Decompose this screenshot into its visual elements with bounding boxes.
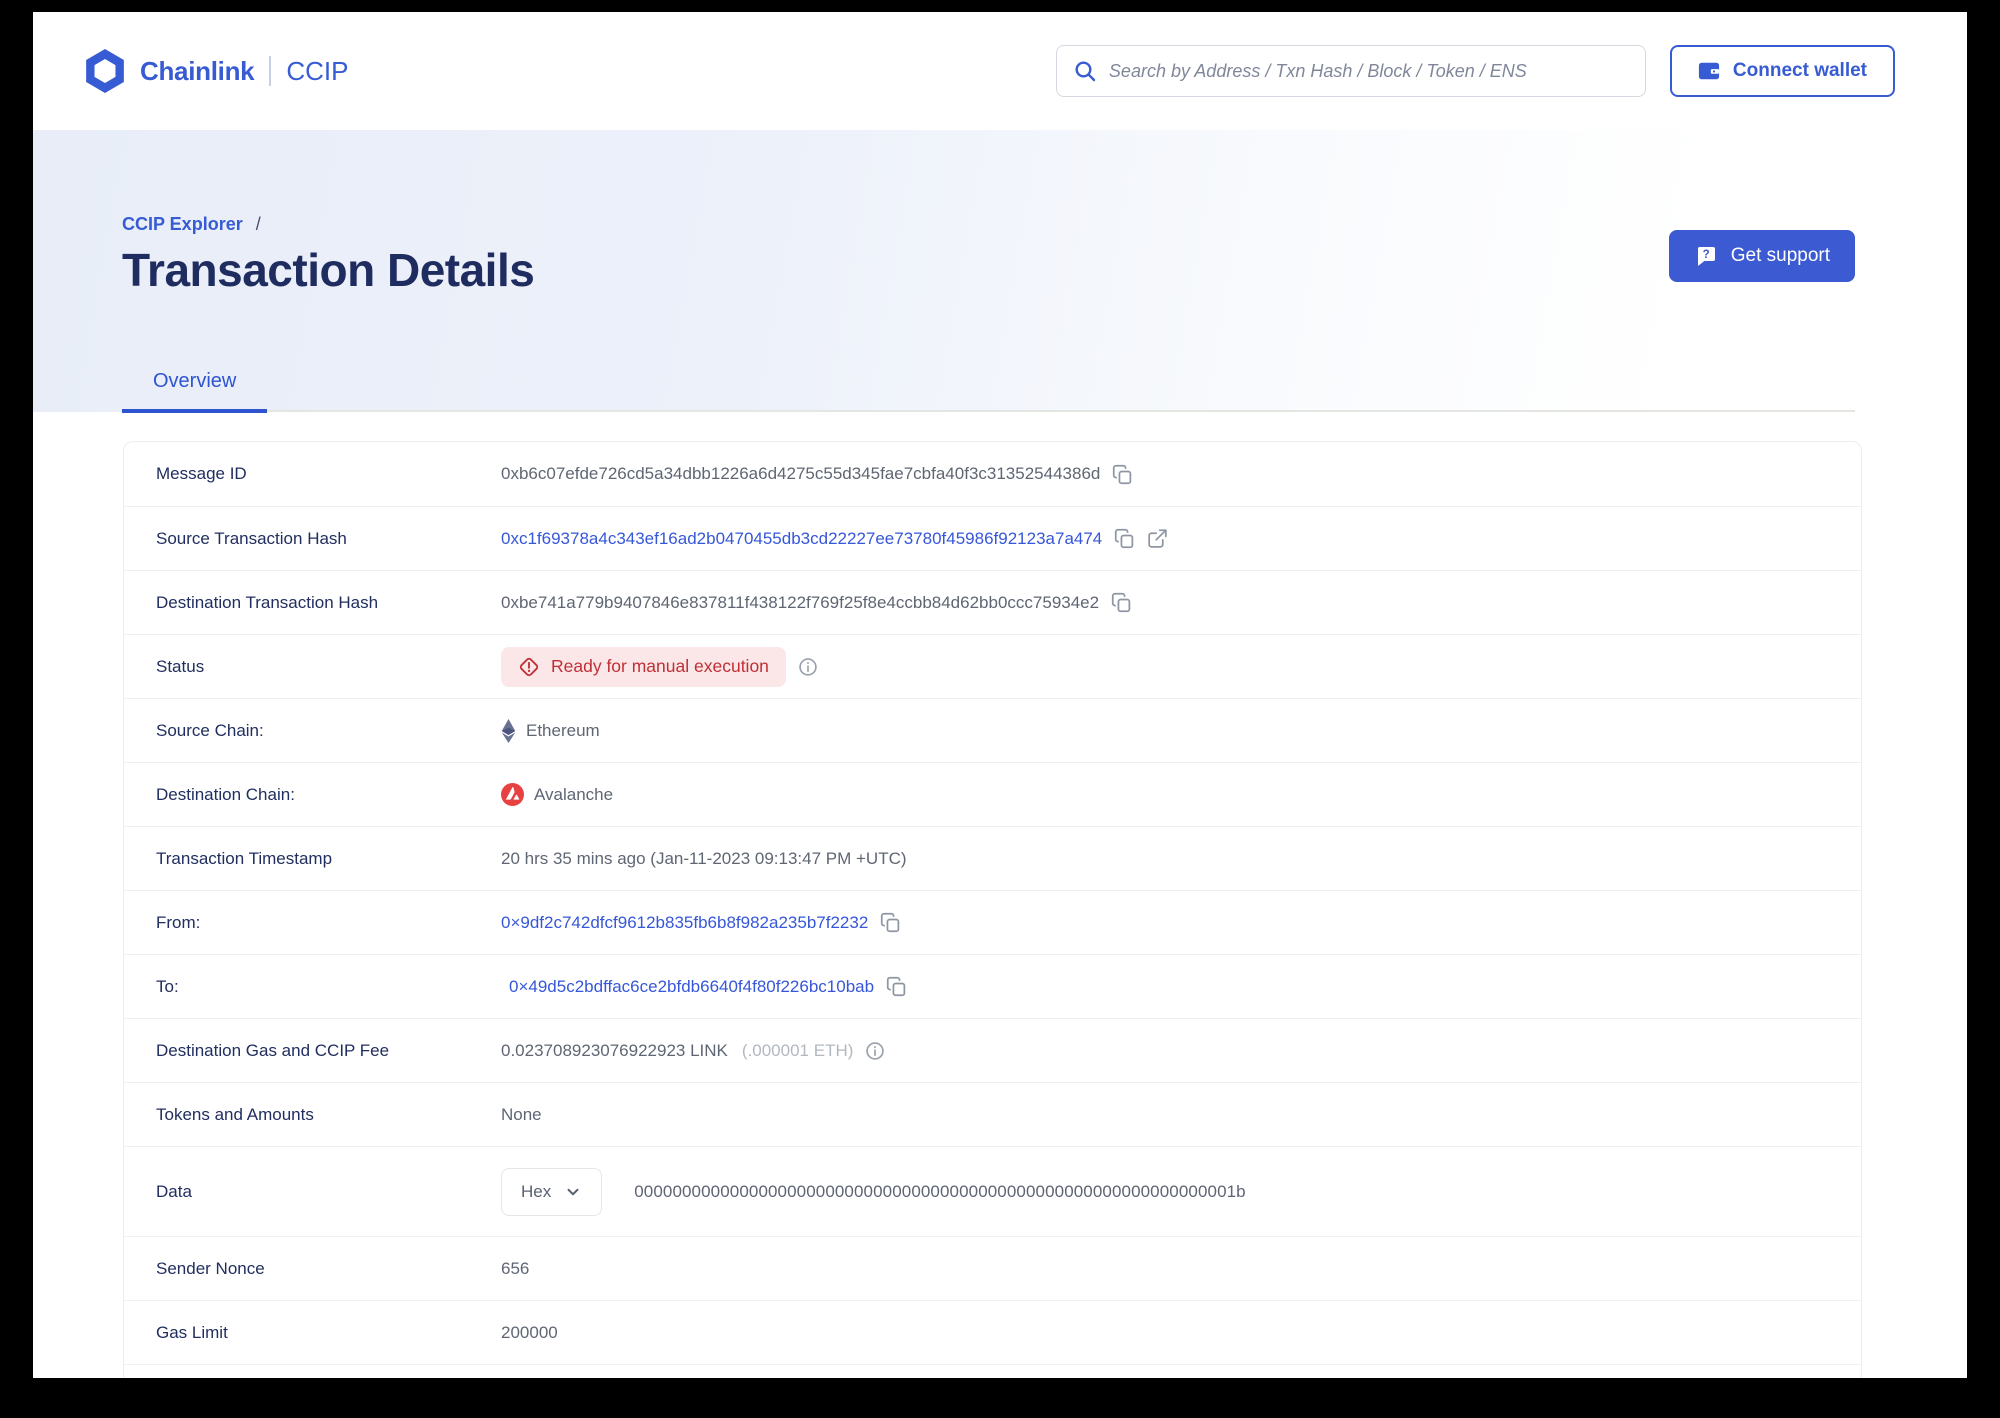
message-id-value: 0xb6c07efde726cd5a34dbb1226a6d4275c55d34… bbox=[501, 464, 1101, 483]
data-format-dropdown[interactable]: Hex bbox=[501, 1167, 603, 1216]
tokens-value: None bbox=[501, 1104, 542, 1124]
from-address-link[interactable]: 0×9df2c742dfcf9612b835fb6b8f982a235b7f22… bbox=[501, 912, 869, 932]
app-window: Chainlink CCIP bbox=[33, 12, 1967, 1378]
source-chain-name: Ethereum bbox=[526, 720, 600, 740]
chevron-down-icon bbox=[564, 1183, 582, 1201]
product-name: CCIP bbox=[286, 55, 349, 86]
data-format-selected: Hex bbox=[521, 1181, 552, 1201]
row-label: Transaction Timestamp bbox=[156, 848, 333, 868]
status-text: Ready for manual execution bbox=[551, 656, 769, 676]
breadcrumb: CCIP Explorer / bbox=[122, 214, 1967, 235]
row-label: Source Chain: bbox=[156, 720, 264, 740]
timestamp-value: 20 hrs 35 mins ago (Jan-11-2023 09:13:47… bbox=[501, 848, 907, 868]
row-label: Destination Transaction Hash bbox=[156, 592, 379, 612]
info-icon[interactable] bbox=[798, 657, 818, 677]
row-source-chain: Source Chain: Ethereum bbox=[124, 698, 1861, 762]
gas-limit-value: 200000 bbox=[501, 1322, 558, 1342]
external-link-icon[interactable] bbox=[1147, 528, 1168, 549]
row-fee: Destination Gas and CCIP Fee 0.023708923… bbox=[124, 1018, 1861, 1082]
copy-icon[interactable] bbox=[1112, 464, 1133, 485]
row-dest-chain: Destination Chain: Avalanche bbox=[124, 762, 1861, 826]
row-label: Gas Limit bbox=[156, 1322, 228, 1342]
tab-bar: Overview bbox=[122, 370, 1855, 413]
ethereum-icon bbox=[501, 718, 516, 743]
row-label: Source Transaction Hash bbox=[156, 528, 347, 548]
page-title: Transaction Details bbox=[122, 244, 535, 296]
search-input[interactable] bbox=[1108, 60, 1629, 82]
row-gas-limit: Gas Limit 200000 bbox=[124, 1300, 1861, 1364]
header-actions: Connect wallet bbox=[1055, 45, 1895, 97]
breadcrumb-ccip-explorer-link[interactable]: CCIP Explorer bbox=[122, 214, 243, 234]
copy-icon[interactable] bbox=[880, 912, 901, 933]
status-badge: Ready for manual execution bbox=[501, 646, 786, 687]
info-icon[interactable] bbox=[865, 1041, 885, 1061]
source-tx-hash-link[interactable]: 0xc1f69378a4c343ef16ad2b0470455db3cd2222… bbox=[501, 528, 1103, 548]
connect-wallet-label: Connect wallet bbox=[1732, 60, 1867, 81]
row-label: Sender Nonce bbox=[156, 1258, 265, 1278]
tab-overview[interactable]: Overview bbox=[122, 370, 268, 413]
get-support-button[interactable]: ? Get support bbox=[1668, 230, 1855, 282]
breadcrumb-separator: / bbox=[255, 214, 261, 234]
chainlink-logo-icon bbox=[85, 49, 125, 93]
top-navbar: Chainlink CCIP bbox=[33, 12, 1967, 130]
sender-nonce-value: 656 bbox=[501, 1258, 530, 1278]
search-icon bbox=[1073, 59, 1097, 83]
row-message-id: Message ID 0xb6c07efde726cd5a34dbb1226a6… bbox=[124, 442, 1861, 506]
row-label: From: bbox=[156, 912, 201, 932]
row-label: To: bbox=[156, 976, 179, 996]
hero-section: CCIP Explorer / Transaction Details ? Ge… bbox=[33, 130, 1967, 413]
row-tokens: Tokens and Amounts None bbox=[124, 1082, 1861, 1146]
row-partial bbox=[124, 1364, 1861, 1378]
fee-eth-equivalent: (.000001 ETH) bbox=[741, 1040, 854, 1060]
data-hex-value: 0000000000000000000000000000000000000000… bbox=[634, 1181, 1246, 1201]
row-to: To: 0×49d5c2bdffac6ce2bfdb6640f4f80f226b… bbox=[124, 954, 1861, 1018]
alert-diamond-icon bbox=[518, 656, 540, 678]
avalanche-icon bbox=[501, 783, 524, 806]
row-label: Destination Gas and CCIP Fee bbox=[156, 1040, 390, 1060]
row-timestamp: Transaction Timestamp 20 hrs 35 mins ago… bbox=[124, 826, 1861, 890]
row-dest-tx-hash: Destination Transaction Hash 0xbe741a779… bbox=[124, 570, 1861, 634]
connect-wallet-button[interactable]: Connect wallet bbox=[1669, 45, 1895, 97]
row-label: Data bbox=[156, 1181, 192, 1201]
brand-name: Chainlink bbox=[140, 55, 255, 86]
row-status: Status Ready for manual execution bbox=[124, 634, 1861, 698]
svg-text:?: ? bbox=[1702, 249, 1709, 261]
copy-icon[interactable] bbox=[1114, 528, 1135, 549]
support-chat-icon: ? bbox=[1694, 244, 1718, 268]
row-label: Tokens and Amounts bbox=[156, 1104, 314, 1124]
row-source-tx-hash: Source Transaction Hash 0xc1f69378a4c343… bbox=[124, 506, 1861, 570]
row-from: From: 0×9df2c742dfcf9612b835fb6b8f982a23… bbox=[124, 890, 1861, 954]
dest-chain-name: Avalanche bbox=[534, 784, 614, 804]
get-support-label: Get support bbox=[1730, 245, 1830, 266]
wallet-icon bbox=[1698, 60, 1720, 82]
fee-value: 0.023708923076922923 LINK bbox=[501, 1040, 728, 1060]
transaction-details-card: Message ID 0xb6c07efde726cd5a34dbb1226a6… bbox=[123, 441, 1862, 1378]
row-label: Destination Chain: bbox=[156, 784, 295, 804]
row-label: Status bbox=[156, 656, 205, 676]
chainlink-home-link[interactable]: Chainlink CCIP bbox=[85, 49, 348, 93]
copy-icon[interactable] bbox=[1111, 592, 1132, 613]
to-address-link[interactable]: 0×49d5c2bdffac6ce2bfdb6640f4f80f226bc10b… bbox=[509, 976, 875, 996]
dest-tx-hash-value: 0xbe741a779b9407846e837811f438122f769f25… bbox=[501, 592, 1100, 612]
row-data: Data Hex 0000000000000000000000000000000… bbox=[124, 1146, 1861, 1236]
row-label: Message ID bbox=[156, 464, 247, 483]
copy-icon[interactable] bbox=[886, 976, 907, 997]
row-sender-nonce: Sender Nonce 656 bbox=[124, 1236, 1861, 1300]
search-bar bbox=[1055, 45, 1646, 97]
brand-divider bbox=[269, 56, 272, 86]
